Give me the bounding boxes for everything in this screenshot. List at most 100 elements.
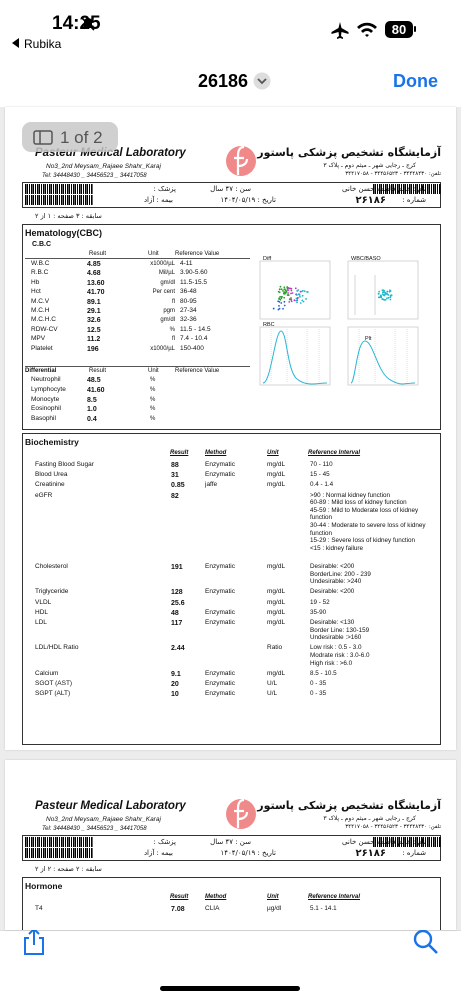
column-header: Reference Interval	[308, 894, 361, 900]
document-title: 26186	[197, 71, 248, 91]
test-unit: mg/dL	[267, 461, 286, 468]
share-button[interactable]	[21, 926, 47, 956]
test-unit: µg/dl	[267, 905, 282, 912]
test-name: R.B.C	[31, 269, 49, 277]
test-name: Creatinine	[35, 481, 65, 489]
airplane-icon	[331, 22, 349, 39]
test-reference: 7.4 - 10.4	[180, 335, 208, 343]
test-reference: Border Line: 130-159	[310, 626, 370, 634]
test-reference: 8.5 - 10.5	[310, 669, 337, 677]
battery-level: 80	[391, 22, 407, 37]
report-page: Pasteur Medical Laboratory No3_2nd Meysam…	[5, 760, 456, 930]
test-name: Cholesterol	[35, 563, 68, 570]
test-name: SGPT (ALT)	[35, 690, 71, 698]
test-reference: 80-95	[180, 297, 197, 305]
test-name: T4	[35, 905, 43, 912]
patient-age: سن : ۴۷ سال	[210, 185, 251, 193]
plot-label: RBC	[263, 322, 275, 328]
test-result: 128	[171, 589, 183, 597]
test-result: 0.4	[87, 416, 97, 424]
analyzer-plot	[347, 326, 419, 386]
test-reference: <15 : kidney failure	[310, 544, 364, 552]
test-result: 4.68	[87, 270, 101, 278]
column-header: Reference Value	[175, 368, 220, 374]
test-result: 48.5	[87, 377, 101, 384]
test-method: Enzymatic	[205, 461, 235, 468]
home-indicator	[160, 986, 300, 991]
test-result: 9.1	[171, 670, 181, 678]
test-method: Enzymatic	[205, 669, 235, 677]
test-reference: High risk : >6.0	[310, 659, 353, 667]
test-reference: 19 - 52	[310, 598, 330, 606]
column-header: Result	[89, 368, 107, 374]
test-unit: U/L	[267, 690, 278, 698]
test-name: eGFR	[35, 491, 53, 499]
test-unit: %	[150, 386, 156, 393]
column-header: Unit	[267, 450, 279, 456]
patient-insurance: بیمه : آزاد	[143, 849, 173, 857]
test-name: M.C.H	[31, 307, 50, 314]
patient-age: سن : ۴۷ سال	[210, 838, 251, 846]
differential-rule	[25, 366, 250, 367]
search-button[interactable]	[412, 928, 440, 956]
test-reference: 45-59 : Mild to Moderate loss of kidney	[310, 506, 419, 514]
differential-title: Differential	[25, 368, 57, 374]
page-info: سابقه : ۲ صفحه : ۲ از ۲	[35, 865, 102, 873]
test-name: HDL	[35, 608, 49, 616]
patient-doctor: پزشک :	[153, 838, 176, 846]
test-result: 89.1	[87, 298, 101, 306]
barcode	[25, 837, 93, 847]
patient-insurance: بیمه : آزاد	[143, 196, 173, 204]
test-unit: U/L	[267, 680, 278, 687]
test-unit: Ratio	[267, 644, 283, 652]
test-unit: %	[150, 396, 156, 403]
test-unit: mg/dL	[267, 563, 286, 570]
column-header: Unit	[148, 368, 159, 374]
barcode	[25, 184, 93, 194]
test-name: Blood Urea	[35, 471, 68, 479]
test-name: W.B.C	[31, 260, 50, 267]
done-button[interactable]: Done	[393, 71, 438, 91]
test-result: 196	[87, 345, 99, 353]
page-badge	[22, 122, 118, 152]
column-header: Reference Interval	[308, 450, 361, 456]
column-header: Method	[205, 450, 227, 456]
test-result: 8.5	[87, 396, 97, 404]
patient-box	[22, 835, 441, 861]
test-reference: Low risk : 0.5 - 3.0	[310, 644, 362, 652]
test-reference: 3.90-5.60	[180, 269, 208, 277]
test-method: CLIA	[205, 905, 220, 912]
test-method: Enzymatic	[205, 608, 235, 616]
test-unit: mg/dL	[267, 471, 286, 479]
test-reference: 70 - 110	[310, 461, 333, 468]
test-unit: fl	[172, 298, 175, 305]
barcode	[373, 837, 441, 847]
test-unit: Mil/µL	[158, 270, 175, 277]
test-reference: 4-11	[180, 260, 193, 267]
test-reference: 0 - 35	[310, 680, 327, 687]
lab-address-fa: کرج ـ رجایی شهر ـ میثم دوم ـ پلاک ۳	[323, 815, 416, 822]
test-unit: mg/dL	[267, 481, 286, 489]
test-unit: pgm	[163, 308, 175, 314]
test-reference: 15 - 45	[310, 471, 330, 479]
test-unit: fl	[172, 336, 175, 343]
analyzer-plot	[259, 260, 331, 320]
lab-name-en: Pasteur Medical Laboratory	[35, 147, 186, 159]
page-badge-label: 1 of 2	[60, 128, 103, 147]
lab-name-fa: آزمایشگاه تشخیص پزشکی پاستور	[257, 146, 441, 159]
lab-address-en: No3_2nd Meysam_Rajaee Shahr_Karaj	[46, 163, 161, 170]
test-name: M.C.V	[31, 297, 50, 305]
barcode	[25, 848, 93, 858]
test-result: 117	[171, 620, 183, 627]
test-unit: %	[169, 326, 175, 333]
header-rule	[25, 258, 250, 259]
lab-address-en: No3_2nd Meysam_Rajaee Shahr_Karaj	[46, 816, 161, 823]
test-result: 2.44	[171, 645, 185, 653]
test-reference: function	[310, 514, 333, 522]
test-unit: gm/dl	[160, 279, 175, 286]
test-name: Fasting Blood Sugar	[35, 461, 94, 468]
test-reference: 11.5-15.5	[180, 278, 207, 286]
test-result: 10	[171, 691, 179, 699]
test-result: 82	[171, 492, 179, 500]
